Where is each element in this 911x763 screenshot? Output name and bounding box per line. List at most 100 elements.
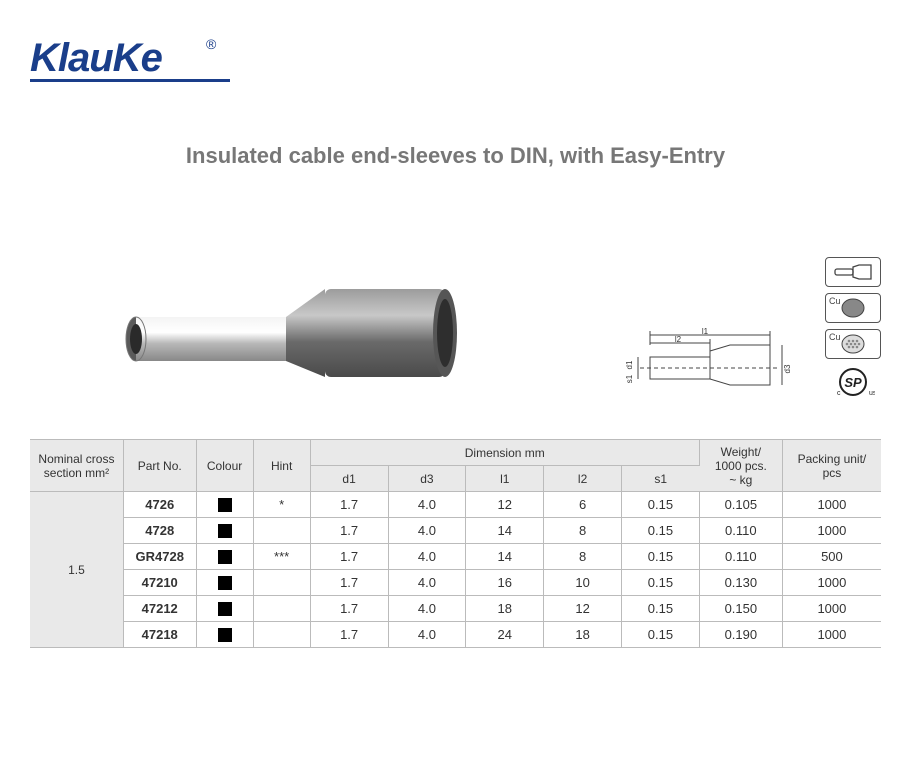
col-l1: l1	[466, 466, 544, 492]
table-row: GR4728 ***1.74.01480.150.110500	[30, 544, 881, 570]
packing-cell: 1000	[782, 518, 881, 544]
col-d3: d3	[388, 466, 466, 492]
d3-cell: 4.0	[388, 492, 466, 518]
hint-cell	[253, 570, 310, 596]
icon-stack: Cu Cu SP c us	[825, 257, 881, 399]
l1-cell: 14	[466, 544, 544, 570]
d1-cell: 1.7	[310, 570, 388, 596]
l2-cell: 8	[544, 544, 622, 570]
d3-cell: 4.0	[388, 570, 466, 596]
klauke-logo: KlauKe ®	[30, 35, 881, 88]
col-d1: d1	[310, 466, 388, 492]
l2-cell: 6	[544, 492, 622, 518]
d1-cell: 1.7	[310, 518, 388, 544]
d1-cell: 1.7	[310, 544, 388, 570]
d3-cell: 4.0	[388, 622, 466, 648]
part-no-cell: GR4728	[123, 544, 196, 570]
weight-cell: 0.110	[699, 544, 782, 570]
svg-text:d3: d3	[783, 364, 792, 373]
d3-cell: 4.0	[388, 544, 466, 570]
weight-cell: 0.105	[699, 492, 782, 518]
packing-cell: 500	[782, 544, 881, 570]
svg-text:us: us	[869, 390, 875, 397]
colour-cell	[196, 596, 253, 622]
table-row: 47212 1.74.018120.150.1501000	[30, 596, 881, 622]
s1-cell: 0.15	[622, 518, 700, 544]
svg-text:®: ®	[206, 36, 217, 52]
weight-cell: 0.190	[699, 622, 782, 648]
product-image	[100, 219, 470, 399]
col-weight: Weight/ 1000 pcs. ~ kg	[699, 440, 782, 492]
col-packing: Packing unit/ pcs	[782, 440, 881, 492]
colour-swatch	[218, 602, 232, 616]
packing-cell: 1000	[782, 622, 881, 648]
colour-cell	[196, 492, 253, 518]
col-hint: Hint	[253, 440, 310, 492]
colour-swatch	[218, 628, 232, 642]
svg-text:s1: s1	[625, 374, 634, 383]
d1-cell: 1.7	[310, 622, 388, 648]
weight-cell: 0.110	[699, 518, 782, 544]
hint-cell: ***	[253, 544, 310, 570]
l1-cell: 18	[466, 596, 544, 622]
s1-cell: 0.15	[622, 492, 700, 518]
l1-cell: 12	[466, 492, 544, 518]
col-partno: Part No.	[123, 440, 196, 492]
colour-swatch	[218, 498, 232, 512]
weight-cell: 0.150	[699, 596, 782, 622]
part-no-cell: 47212	[123, 596, 196, 622]
svg-text:SP: SP	[844, 375, 862, 390]
hint-cell	[253, 622, 310, 648]
page-title: Insulated cable end-sleeves to DIN, with…	[30, 143, 881, 169]
nominal-value: 1.5	[30, 492, 123, 648]
l2-cell: 8	[544, 518, 622, 544]
table-row: 47218 1.74.024180.150.1901000	[30, 622, 881, 648]
d1-cell: 1.7	[310, 492, 388, 518]
col-dimension-group: Dimension mm	[310, 440, 699, 466]
s1-cell: 0.15	[622, 596, 700, 622]
table-row: 47210 1.74.016100.150.1301000	[30, 570, 881, 596]
part-no-cell: 47210	[123, 570, 196, 596]
l2-cell: 10	[544, 570, 622, 596]
svg-text:c: c	[837, 390, 841, 397]
hint-cell: *	[253, 492, 310, 518]
s1-cell: 0.15	[622, 570, 700, 596]
table-row: 4728 1.74.01480.150.1101000	[30, 518, 881, 544]
csa-icon: SP c us	[831, 365, 875, 399]
svg-text:l2: l2	[675, 335, 682, 344]
cu-stranded-icon: Cu	[825, 329, 881, 359]
d3-cell: 4.0	[388, 596, 466, 622]
dimension-diagram: l1 l2 d1 s1 d3	[620, 327, 800, 399]
l2-cell: 12	[544, 596, 622, 622]
spec-table: Nominal cross section mm² Part No. Colou…	[30, 439, 881, 648]
colour-swatch	[218, 550, 232, 564]
part-no-cell: 4726	[123, 492, 196, 518]
colour-swatch	[218, 576, 232, 590]
colour-cell	[196, 518, 253, 544]
col-nominal: Nominal cross section mm²	[30, 440, 123, 492]
part-no-cell: 47218	[123, 622, 196, 648]
s1-cell: 0.15	[622, 544, 700, 570]
packing-cell: 1000	[782, 570, 881, 596]
l1-cell: 16	[466, 570, 544, 596]
part-no-cell: 4728	[123, 518, 196, 544]
d1-cell: 1.7	[310, 596, 388, 622]
l2-cell: 18	[544, 622, 622, 648]
hint-cell	[253, 596, 310, 622]
svg-text:l1: l1	[702, 327, 709, 336]
cu-solid-icon: Cu	[825, 293, 881, 323]
svg-text:KlauKe: KlauKe	[30, 36, 163, 80]
packing-cell: 1000	[782, 492, 881, 518]
d3-cell: 4.0	[388, 518, 466, 544]
s1-cell: 0.15	[622, 622, 700, 648]
colour-swatch	[218, 524, 232, 538]
packing-cell: 1000	[782, 596, 881, 622]
sleeve-shape-icon	[825, 257, 881, 287]
colour-cell	[196, 622, 253, 648]
svg-text:d1: d1	[625, 360, 634, 369]
l1-cell: 24	[466, 622, 544, 648]
weight-cell: 0.130	[699, 570, 782, 596]
table-row: 1.54726*1.74.01260.150.1051000	[30, 492, 881, 518]
l1-cell: 14	[466, 518, 544, 544]
product-area: l1 l2 d1 s1 d3 Cu Cu	[30, 219, 881, 399]
